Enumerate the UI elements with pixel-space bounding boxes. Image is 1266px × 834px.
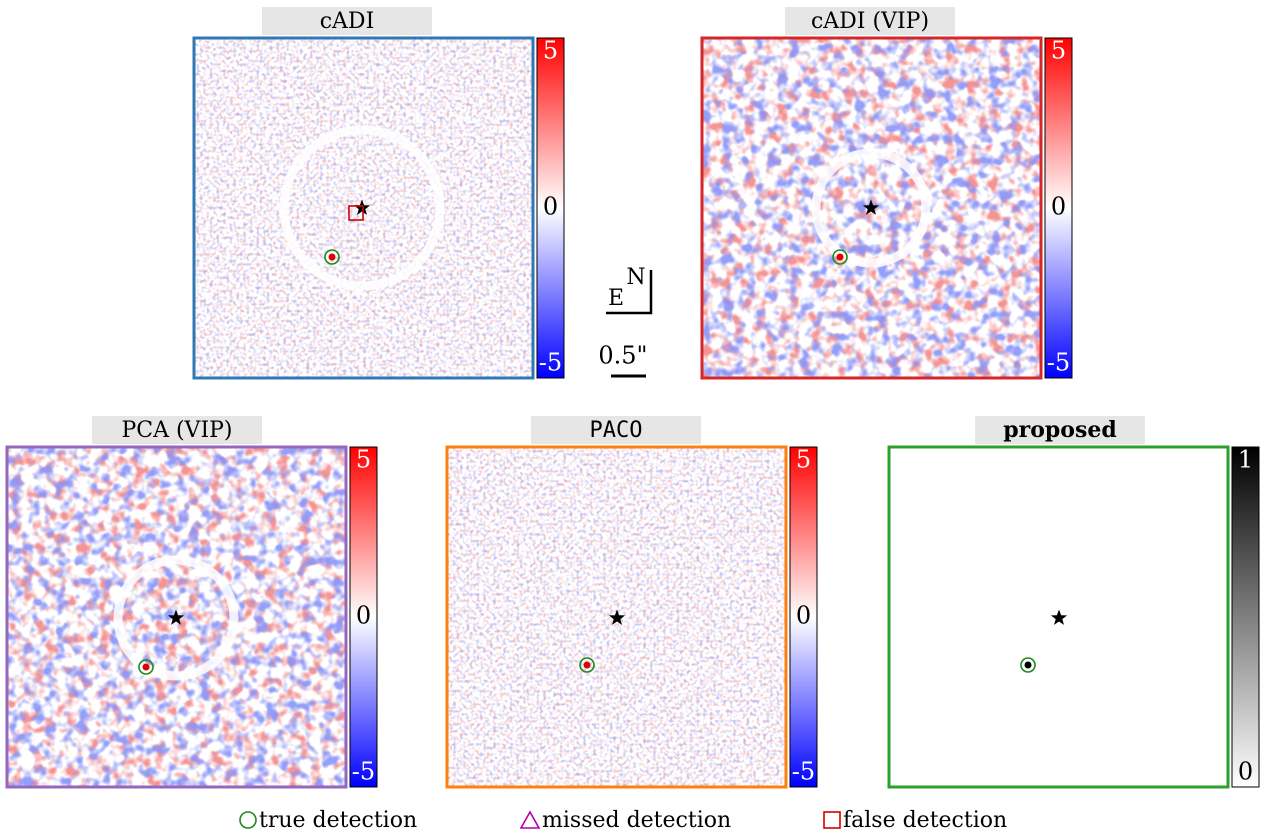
panel-title: cADI (VIP)	[811, 9, 929, 34]
colorbar-label: 5	[1051, 37, 1066, 65]
compass: N E	[606, 265, 653, 315]
true-detection	[579, 657, 595, 673]
ring	[113, 555, 239, 681]
colorbar-label: 0	[796, 602, 811, 630]
colorbar-label: 0	[543, 193, 558, 221]
panel-title: PCA (VIP)	[121, 418, 232, 443]
colorbar-label: 5	[543, 37, 558, 65]
title-box	[975, 416, 1145, 444]
compass-arrows	[606, 270, 653, 315]
panel: proposed 1 0	[887, 416, 1260, 789]
star	[353, 199, 371, 215]
scale-bar: 0.5"	[598, 342, 648, 378]
planet	[1024, 661, 1032, 669]
planet	[836, 253, 844, 261]
colorbar-label: -5	[352, 758, 375, 786]
colorbar	[789, 446, 818, 788]
colorbar	[536, 37, 565, 379]
legend-label: missed detection	[542, 808, 731, 833]
colorbar-label: -5	[1047, 349, 1070, 377]
title-box	[92, 416, 262, 444]
star	[608, 609, 626, 625]
colorbar-label: 0	[1238, 758, 1253, 786]
colorbar	[1044, 37, 1073, 379]
legend-label: true detection	[259, 808, 417, 833]
planet	[583, 661, 591, 669]
panel: PCA (VIP) 5 0 -5	[5, 416, 378, 789]
panel-title: cADI	[320, 9, 375, 34]
colorbar-label: 0	[356, 602, 371, 630]
colorbar-label: 5	[796, 446, 811, 474]
panel-title: proposed	[1003, 417, 1116, 443]
title-box	[262, 7, 432, 35]
false-detection	[348, 205, 364, 221]
true-detection	[1020, 657, 1036, 673]
title-box	[785, 7, 955, 35]
image-frame	[445, 445, 788, 789]
ring	[811, 148, 931, 268]
colorbar-label: 5	[356, 446, 371, 474]
legend-square	[823, 811, 841, 829]
true-detection	[138, 659, 154, 675]
scale-bar-label: 0.5"	[598, 342, 647, 370]
colorbar-label: -5	[539, 349, 562, 377]
planet	[328, 253, 336, 261]
true-detection	[832, 249, 848, 265]
planet	[142, 663, 150, 671]
colorbar-label: -5	[792, 758, 815, 786]
colorbar-label: 1	[1238, 446, 1253, 474]
panel: cADI 5 0 -5	[192, 7, 565, 380]
image-frame	[5, 445, 348, 789]
colorbar-label: 0	[1051, 193, 1066, 221]
colorbar	[349, 446, 378, 788]
title-box	[531, 416, 701, 444]
panel: cADI (VIP) 5 0 -5	[700, 7, 1073, 380]
colorbar	[1231, 446, 1260, 788]
legend-circle	[239, 811, 257, 829]
star	[167, 609, 185, 625]
image-frame	[700, 36, 1043, 380]
image-frame	[192, 36, 535, 380]
star	[862, 199, 880, 215]
panel: PACO 5 0 -5	[445, 416, 818, 789]
compass-north: N	[626, 265, 645, 290]
star	[1050, 609, 1068, 625]
ring	[279, 125, 445, 291]
legend-label: false detection	[843, 808, 1007, 833]
legend: true detection missed detection false de…	[239, 808, 1007, 833]
image-frame	[887, 445, 1230, 789]
legend-triangle	[519, 810, 541, 829]
compass-east: E	[608, 286, 624, 311]
panel-title: PACO	[590, 418, 643, 443]
true-detection	[324, 249, 340, 265]
